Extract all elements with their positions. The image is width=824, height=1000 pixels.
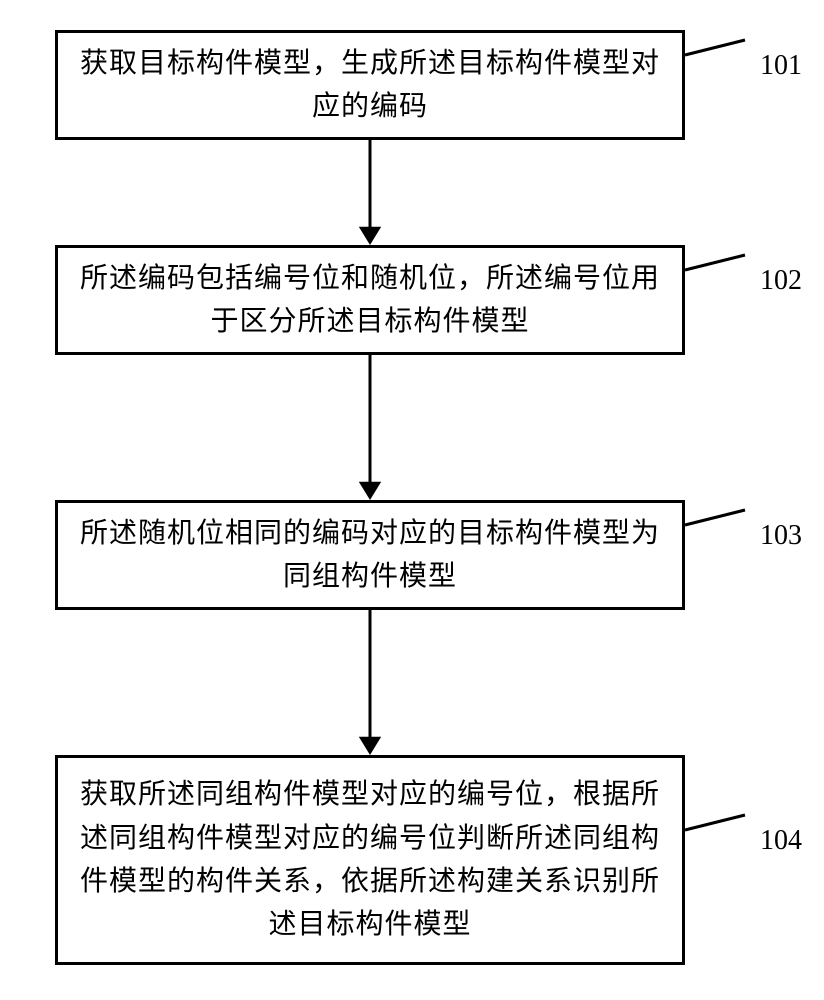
flow-step-n102: 所述编码包括编号位和随机位，所述编号位用于区分所述目标构件模型 <box>55 245 685 355</box>
flow-step-text: 所述编码包括编号位和随机位，所述编号位用于区分所述目标构件模型 <box>78 257 662 344</box>
flow-step-text: 获取目标构件模型，生成所述目标构件模型对应的编码 <box>78 42 662 129</box>
step-label-104: 104 <box>760 825 802 857</box>
flow-step-n101: 获取目标构件模型，生成所述目标构件模型对应的编码 <box>55 30 685 140</box>
flow-step-text: 获取所述同组构件模型对应的编号位，根据所述同组构件模型对应的编号位判断所述同组构… <box>78 773 662 947</box>
step-label-103: 103 <box>760 520 802 552</box>
flowchart-canvas: 获取目标构件模型，生成所述目标构件模型对应的编码 101 所述编码包括编号位和随机位… <box>0 0 824 1000</box>
step-label-102: 102 <box>760 265 802 297</box>
flow-step-n104: 获取所述同组构件模型对应的编号位，根据所述同组构件模型对应的编号位判断所述同组构… <box>55 755 685 965</box>
flow-step-text: 所述随机位相同的编码对应的目标构件模型为同组构件模型 <box>78 512 662 599</box>
flow-step-n103: 所述随机位相同的编码对应的目标构件模型为同组构件模型 <box>55 500 685 610</box>
step-label-101: 101 <box>760 50 802 82</box>
